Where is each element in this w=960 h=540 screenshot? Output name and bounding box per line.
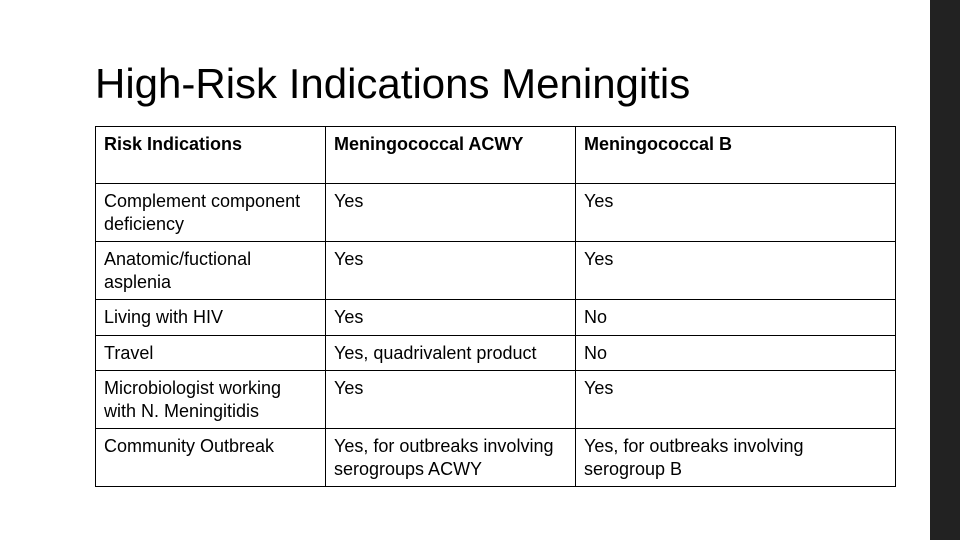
cell-b: No	[576, 300, 896, 336]
cell-b: Yes	[576, 242, 896, 300]
cell-risk: Living with HIV	[96, 300, 326, 336]
table-row: Travel Yes, quadrivalent product No	[96, 335, 896, 371]
cell-risk: Anatomic/fuctional asplenia	[96, 242, 326, 300]
table-row: Anatomic/fuctional asplenia Yes Yes	[96, 242, 896, 300]
slide-side-bar	[930, 0, 960, 540]
cell-acwy: Yes, for outbreaks involving serogroups …	[326, 429, 576, 487]
col-header-acwy: Meningococcal ACWY	[326, 127, 576, 184]
cell-b: No	[576, 335, 896, 371]
cell-risk: Community Outbreak	[96, 429, 326, 487]
cell-b: Yes	[576, 371, 896, 429]
cell-b: Yes	[576, 184, 896, 242]
col-header-risk: Risk Indications	[96, 127, 326, 184]
table-header-row: Risk Indications Meningococcal ACWY Meni…	[96, 127, 896, 184]
cell-acwy: Yes, quadrivalent product	[326, 335, 576, 371]
cell-acwy: Yes	[326, 371, 576, 429]
page-title: High-Risk Indications Meningitis	[95, 60, 895, 108]
table-row: Complement component deficiency Yes Yes	[96, 184, 896, 242]
table-row: Living with HIV Yes No	[96, 300, 896, 336]
cell-acwy: Yes	[326, 184, 576, 242]
cell-risk: Complement component deficiency	[96, 184, 326, 242]
col-header-b: Meningococcal B	[576, 127, 896, 184]
cell-risk: Microbiologist working with N. Meningiti…	[96, 371, 326, 429]
cell-acwy: Yes	[326, 300, 576, 336]
cell-acwy: Yes	[326, 242, 576, 300]
slide: High-Risk Indications Meningitis Risk In…	[0, 0, 960, 540]
table-row: Community Outbreak Yes, for outbreaks in…	[96, 429, 896, 487]
cell-b: Yes, for outbreaks involving serogroup B	[576, 429, 896, 487]
risk-indications-table: Risk Indications Meningococcal ACWY Meni…	[95, 126, 896, 487]
slide-content: High-Risk Indications Meningitis Risk In…	[95, 60, 895, 487]
cell-risk: Travel	[96, 335, 326, 371]
table-row: Microbiologist working with N. Meningiti…	[96, 371, 896, 429]
